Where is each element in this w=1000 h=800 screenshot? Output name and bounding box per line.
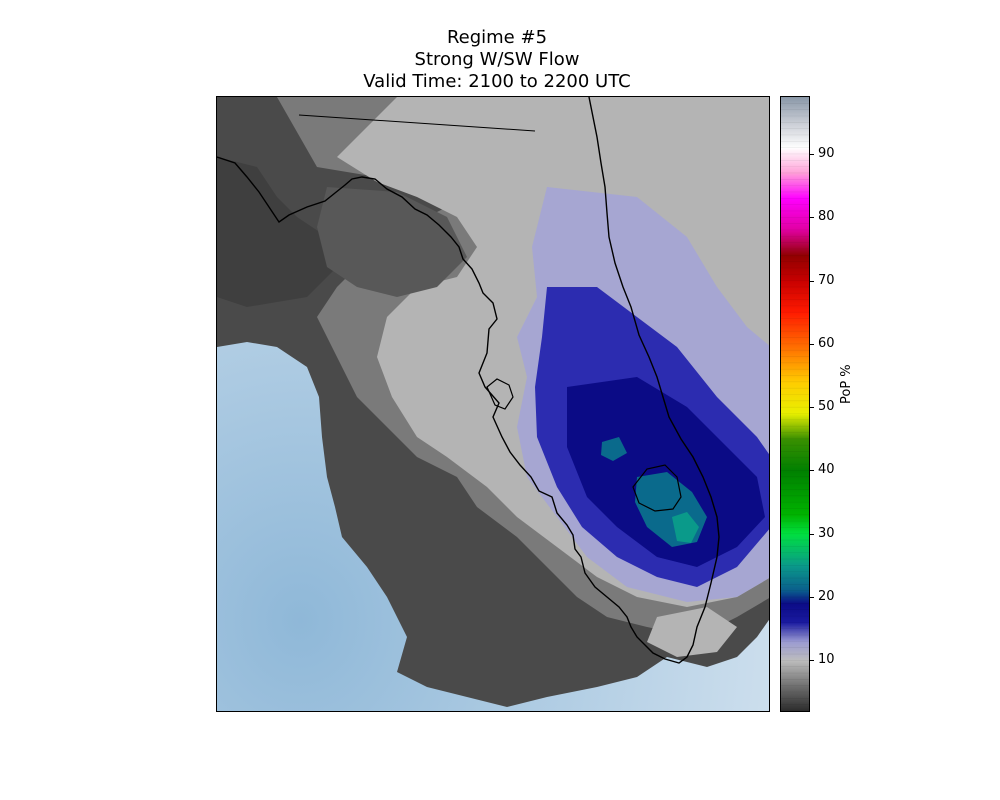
colorbar-segment (781, 565, 809, 592)
tampa-bay-outline (486, 378, 514, 410)
colorbar-tick-label: 90 (818, 145, 835, 161)
colorbar-tick-mark (810, 343, 814, 345)
colorbar-tick-label: 10 (818, 652, 835, 668)
title-line-2: Strong W/SW Flow (414, 49, 580, 70)
colorbar-tick-mark (810, 533, 814, 535)
colorbar-segment (781, 660, 809, 687)
colorbar-tick-label: 80 (818, 209, 835, 225)
georgia-florida-border (298, 114, 536, 132)
colorbar-tick-label: 50 (818, 399, 835, 415)
colorbar-tick-label: 20 (818, 589, 835, 605)
colorbar-tick-mark (810, 217, 814, 219)
colorbar-tick-label: 40 (818, 462, 835, 478)
colorbar-tick-label: 70 (818, 272, 835, 288)
colorbar-segment (781, 470, 809, 516)
colorbar-tick-label: 30 (818, 525, 835, 541)
colorbar-segment (781, 685, 809, 711)
florida-coastline (217, 97, 720, 664)
colorbar-segment (781, 255, 809, 282)
gulf-shelf-patches (217, 157, 347, 307)
colorbar-segment (781, 438, 809, 471)
colorbar-tick-mark (810, 407, 814, 409)
map-canvas (217, 97, 769, 711)
colorbar-segment (781, 381, 809, 414)
colorbar-segment (781, 641, 809, 661)
colorbar-segment (781, 590, 809, 604)
colorbar-segment (781, 533, 809, 566)
colorbar-segment (781, 312, 809, 351)
colorbar-tick-mark (810, 660, 814, 662)
lake-okeechobee-outline (632, 464, 682, 512)
title-line-3: Valid Time: 2100 to 2200 UTC (363, 71, 631, 92)
colorbar-segment (781, 280, 809, 313)
dark-blue-pop-core (567, 377, 765, 567)
colorbar-segment (781, 172, 809, 199)
keys-light-patch (647, 607, 737, 657)
colorbar-tick-label: 60 (818, 335, 835, 351)
colorbar-segment (781, 514, 809, 535)
colorbar-tick-mark (810, 597, 814, 599)
colorbar-segment (781, 350, 809, 383)
colorbar-segment (781, 97, 809, 123)
colorbar-segment (781, 603, 809, 623)
colorbar-segment (781, 147, 809, 174)
colorbar-tick-mark (810, 153, 814, 155)
colorbar-segment (781, 122, 809, 149)
colorbar-canvas (781, 97, 809, 711)
teal-pop-peak (672, 512, 699, 543)
colorbar-segment (781, 413, 809, 440)
colorbar-segment (781, 622, 809, 642)
colorbar-segment (781, 198, 809, 231)
northwest-dark-band (317, 187, 467, 297)
colorbar-tick-mark (810, 280, 814, 282)
colorbar-segment (781, 229, 809, 256)
map-plot (216, 96, 770, 712)
colorbar-tick-mark (810, 470, 814, 472)
title-line-1: Regime #5 (446, 27, 548, 48)
central-teal-spot (601, 437, 627, 461)
colorbar (780, 96, 810, 712)
colorbar-label: PoP % (839, 364, 854, 404)
